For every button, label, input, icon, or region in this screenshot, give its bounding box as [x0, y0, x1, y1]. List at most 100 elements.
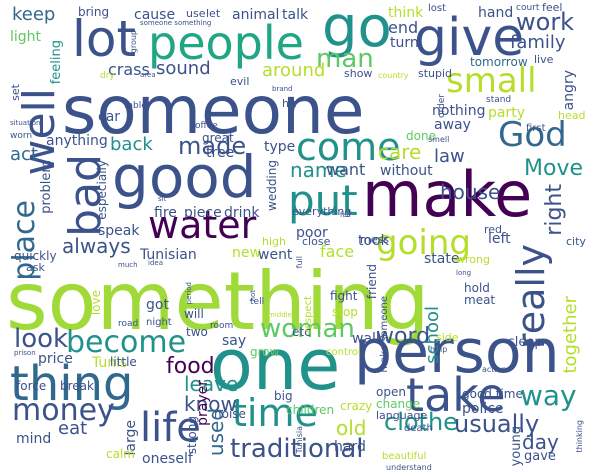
- word: money: [12, 393, 115, 428]
- word: lot: [72, 10, 137, 68]
- word: cause: [134, 7, 176, 23]
- word: hit: [282, 97, 297, 110]
- word: language: [376, 409, 428, 422]
- word: feel: [542, 1, 563, 14]
- word: traditional: [230, 434, 364, 464]
- word: smell: [428, 135, 450, 144]
- word: wedding: [265, 160, 279, 211]
- word: middle: [268, 311, 292, 319]
- word: good time: [462, 387, 523, 401]
- word: noise: [214, 407, 246, 421]
- word: respect: [303, 296, 314, 334]
- word: etc: [292, 325, 311, 339]
- word: period: [185, 282, 193, 305]
- word: right: [542, 184, 567, 236]
- word: idea: [148, 259, 163, 267]
- word: help: [430, 345, 448, 354]
- word: beautiful: [382, 451, 427, 462]
- word: ask: [26, 261, 45, 274]
- word: man: [316, 44, 374, 74]
- word: clothe: [384, 408, 458, 436]
- word: care: [378, 140, 422, 164]
- word: turn: [390, 35, 419, 51]
- word: red: [484, 223, 503, 236]
- word: calm: [106, 447, 135, 461]
- word: police: [462, 401, 504, 417]
- word: meat: [464, 293, 496, 307]
- word: fight: [330, 289, 358, 303]
- word: thinking: [575, 420, 584, 453]
- word: go: [322, 0, 392, 60]
- word: young: [509, 426, 524, 467]
- word: piece: [184, 205, 222, 221]
- word: worn: [10, 131, 33, 141]
- word: time: [232, 391, 318, 435]
- word: table: [124, 101, 147, 111]
- word: away: [434, 117, 471, 133]
- word: mess: [360, 233, 389, 246]
- word: head: [558, 109, 586, 122]
- word: prison: [14, 349, 36, 357]
- word: control: [326, 347, 361, 358]
- word: done: [406, 129, 436, 143]
- word: made: [178, 132, 247, 160]
- word: children: [286, 403, 335, 417]
- word: light: [10, 29, 42, 45]
- word: will: [184, 307, 204, 321]
- word: side: [436, 331, 459, 344]
- word: really: [509, 244, 553, 350]
- word: took: [358, 233, 389, 249]
- word: old: [336, 416, 367, 440]
- word: situation: [10, 119, 41, 127]
- word: Move: [524, 156, 583, 181]
- word: change: [376, 397, 421, 411]
- word: high: [262, 235, 286, 248]
- word: anything: [46, 133, 108, 149]
- word: usually: [454, 410, 540, 438]
- word: name: [290, 158, 347, 182]
- word: dry: [100, 71, 115, 81]
- word: road: [118, 319, 139, 329]
- word: food: [166, 354, 215, 379]
- word: someone: [62, 72, 365, 149]
- word: city: [566, 235, 586, 248]
- word: oneself: [142, 451, 193, 467]
- word: poor: [296, 225, 328, 241]
- word: thing: [10, 356, 134, 412]
- word: Tunisian: [140, 247, 197, 263]
- word: brand: [272, 85, 293, 93]
- word: long: [456, 269, 472, 277]
- word: take: [406, 368, 506, 422]
- word: court: [516, 3, 540, 13]
- word: walk: [352, 331, 385, 347]
- word: life: [140, 405, 201, 451]
- word: close: [302, 235, 331, 248]
- word: country: [378, 71, 409, 80]
- word: mind: [16, 431, 52, 447]
- word: someone something: [140, 19, 212, 27]
- word: order: [437, 94, 447, 118]
- word: new: [232, 245, 261, 261]
- word: two: [186, 325, 208, 339]
- word: break: [60, 379, 94, 393]
- word: make someone: [379, 296, 390, 373]
- word: drink: [224, 205, 260, 221]
- word: think: [388, 5, 424, 21]
- word: tree: [206, 145, 235, 161]
- word: big: [274, 389, 293, 403]
- word: face: [320, 242, 355, 261]
- word: always: [62, 234, 131, 258]
- word: tomorrow: [470, 55, 528, 69]
- word: together: [560, 296, 581, 374]
- word: around: [262, 60, 326, 81]
- word: got: [146, 297, 169, 313]
- word: angry: [561, 70, 577, 111]
- word: want: [326, 160, 366, 179]
- word: state: [424, 251, 460, 267]
- word: went: [258, 247, 293, 263]
- word: car: [98, 109, 121, 125]
- word: lost: [428, 3, 447, 14]
- word: people: [148, 16, 304, 70]
- word: crazy: [340, 399, 373, 413]
